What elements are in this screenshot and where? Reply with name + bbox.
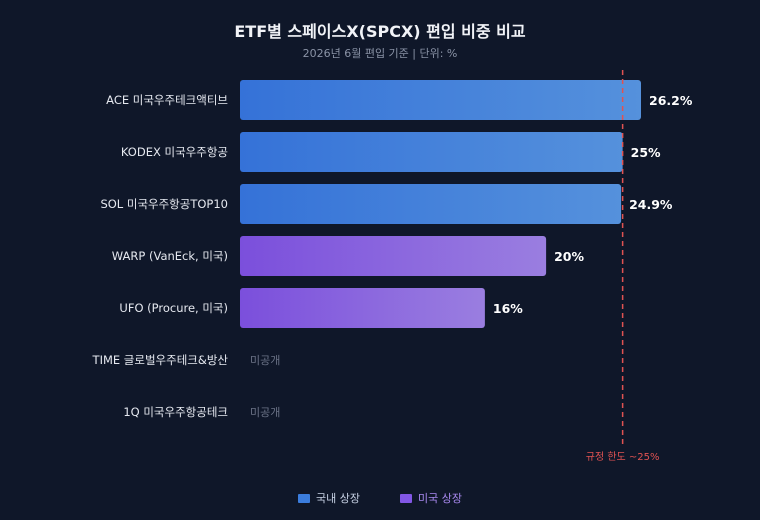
bar: [240, 80, 641, 120]
bar: [240, 288, 485, 328]
bar: [240, 236, 547, 276]
category-label: KODEX 미국우주항공: [121, 145, 228, 159]
legend-swatch-domestic: [298, 493, 311, 503]
legend-swatch-us: [400, 493, 412, 503]
bar: [240, 184, 622, 224]
value-label: 20%: [554, 249, 584, 264]
bar-chart: ACE 미국우주테크액티브 26.2% KODEX 미국우주항공 25% SOL 미국우…: [92, 70, 693, 463]
category-label: TIME 글로벌우주테크&방산: [92, 353, 229, 367]
legend: 국내 상장 미국 상장: [0, 490, 760, 506]
legend-item-domestic: 국내 상장: [298, 490, 360, 506]
chart-subtitle: 2026년 6월 편입 기준 | 단위: %: [302, 47, 458, 60]
undisclosed-label: 미공개: [250, 354, 280, 367]
value-label: 26.2%: [649, 93, 693, 108]
legend-label-us: 미국 상장: [418, 492, 462, 505]
legend-item-us: 미국 상장: [400, 490, 462, 506]
category-label: 1Q 미국우주항공테크: [123, 405, 228, 419]
value-label: 24.9%: [629, 197, 673, 212]
value-label: 16%: [493, 301, 523, 316]
reference-line-label: 규정 한도 ~25%: [586, 451, 660, 463]
category-label: WARP (VanEck, 미국): [112, 249, 228, 263]
category-label: UFO (Procure, 미국): [119, 301, 228, 315]
legend-label-domestic: 국내 상장: [316, 492, 360, 505]
undisclosed-label: 미공개: [250, 406, 280, 419]
chart-title: ETF별 스페이스X(SPCX) 편입 비중 비교: [234, 22, 526, 41]
bar: [240, 132, 623, 172]
category-label: SOL 미국우주항공TOP10: [100, 197, 228, 211]
category-label: ACE 미국우주테크액티브: [106, 93, 228, 107]
value-label: 25%: [631, 145, 661, 160]
